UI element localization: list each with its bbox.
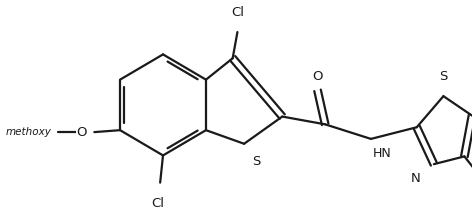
Text: Cl: Cl: [152, 197, 165, 210]
Text: O: O: [312, 70, 323, 82]
Text: N: N: [411, 172, 421, 185]
Text: O: O: [76, 126, 87, 139]
Text: Cl: Cl: [231, 6, 244, 20]
Text: methoxy: methoxy: [6, 127, 51, 137]
Text: HN: HN: [373, 147, 392, 160]
Text: S: S: [252, 155, 260, 168]
Text: S: S: [439, 70, 447, 82]
